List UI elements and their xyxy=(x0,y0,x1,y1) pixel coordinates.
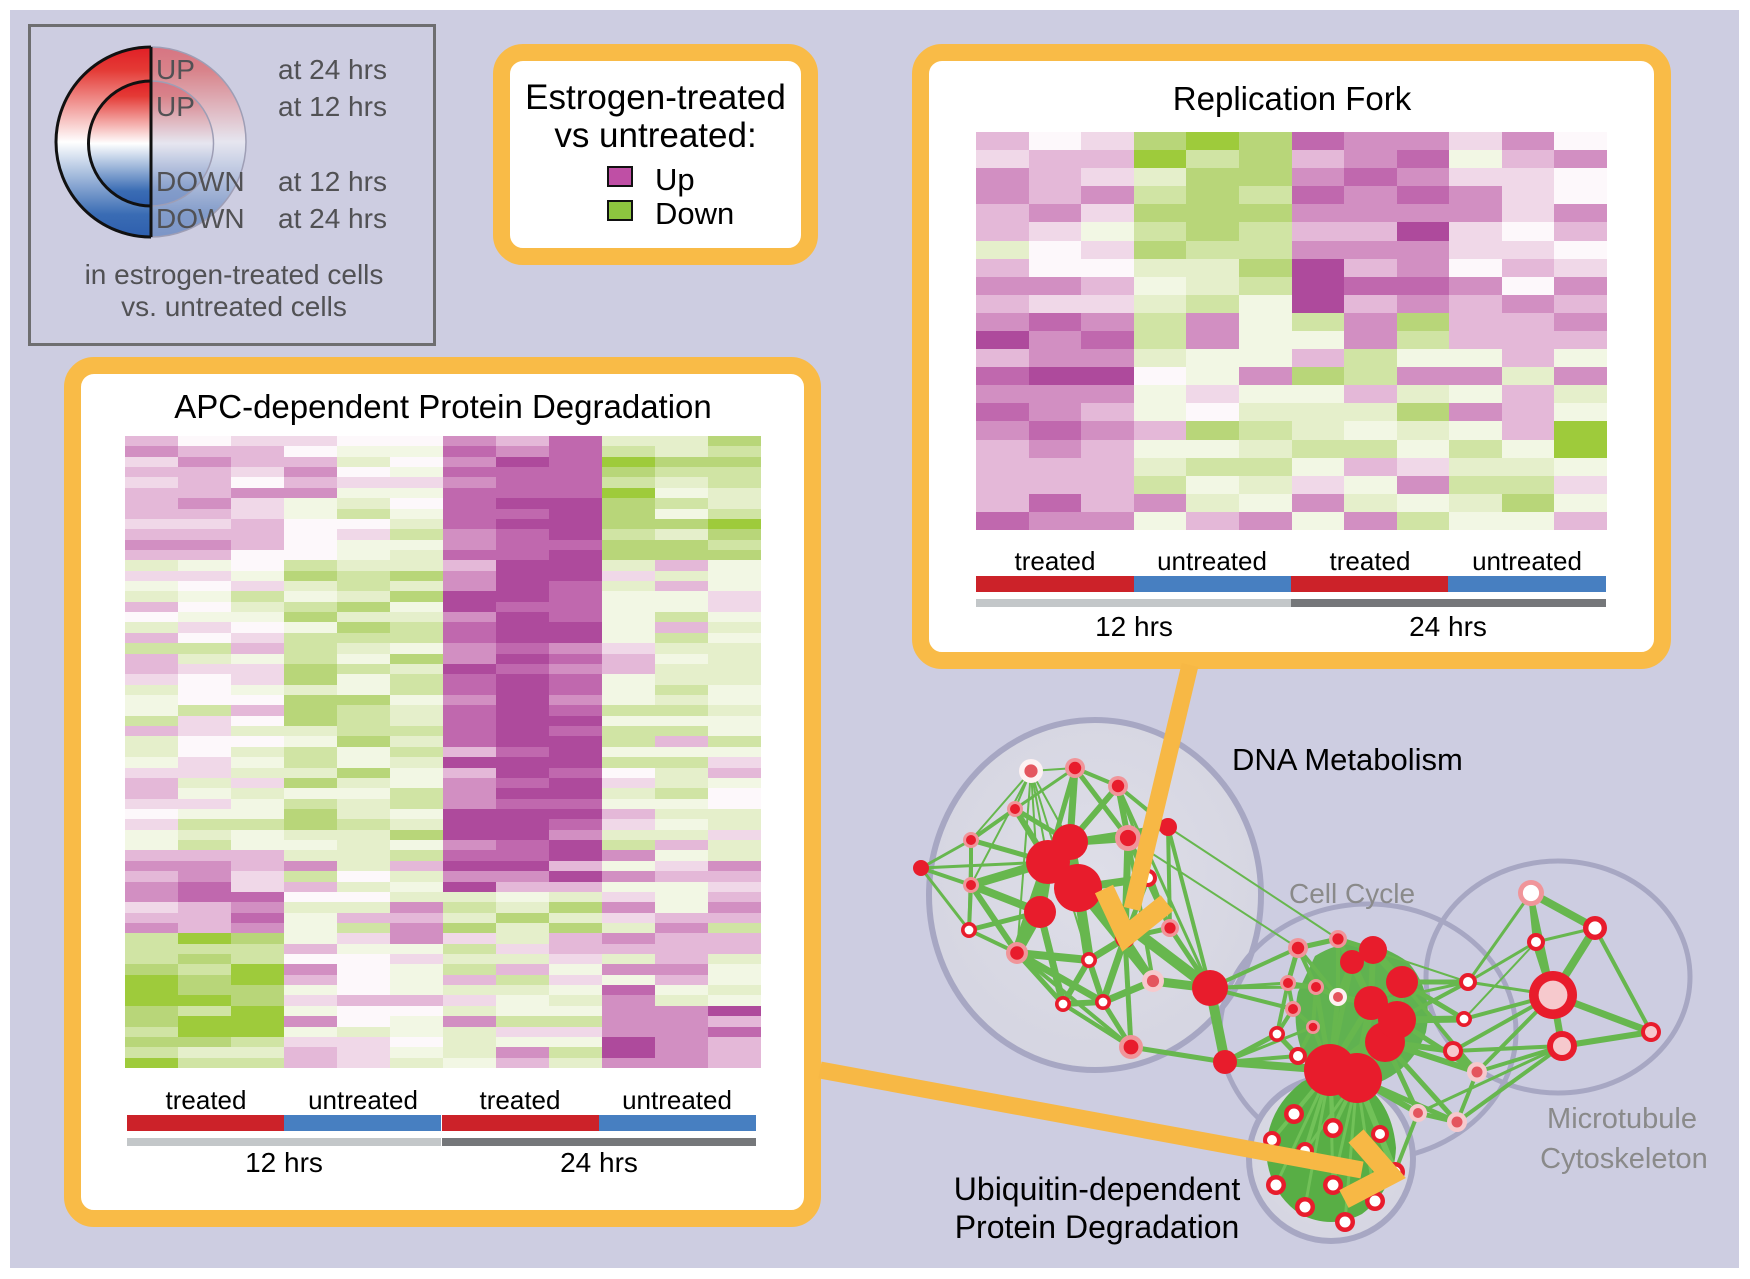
svg-text:Cell Cycle: Cell Cycle xyxy=(1289,878,1415,909)
svg-text:Protein Degradation: Protein Degradation xyxy=(955,1209,1240,1245)
svg-text:Ubiquitin-dependent: Ubiquitin-dependent xyxy=(954,1171,1241,1207)
svg-text:Cytoskeleton: Cytoskeleton xyxy=(1540,1143,1708,1175)
svg-text:Microtubule: Microtubule xyxy=(1547,1103,1697,1135)
svg-text:DNA Metabolism: DNA Metabolism xyxy=(1232,742,1463,777)
